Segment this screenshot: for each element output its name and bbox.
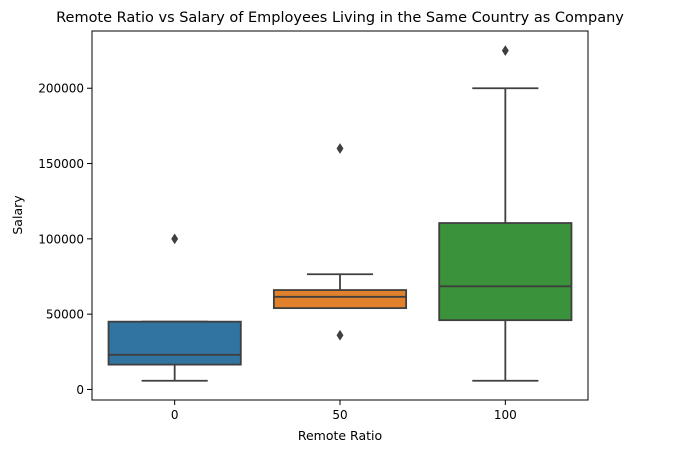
x-tick-label: 50 (332, 408, 347, 422)
y-tick-label: 50000 (46, 308, 84, 322)
y-tick-label: 100000 (38, 232, 84, 246)
outlier-point (336, 329, 344, 341)
plot-area (107, 45, 573, 382)
x-axis-label: Remote Ratio (298, 428, 382, 443)
x-tick-label: 0 (171, 408, 179, 422)
y-tick-label: 0 (76, 383, 84, 397)
iqr-box (107, 320, 242, 366)
outlier-point (501, 45, 509, 57)
y-axis-label: Salary (10, 195, 25, 235)
x-tick-label: 100 (494, 408, 517, 422)
iqr-box (272, 289, 408, 310)
y-axis: 0 50000 100000 150000 200000 (38, 82, 92, 397)
y-tick-label: 150000 (38, 157, 84, 171)
box-50 (272, 143, 408, 341)
outlier-point (171, 233, 179, 245)
box-0 (107, 233, 242, 382)
outlier-point (336, 143, 344, 154)
box-100 (438, 45, 573, 382)
x-axis: 0 50 100 (171, 400, 517, 422)
y-tick-label: 200000 (38, 82, 84, 96)
iqr-box (438, 222, 573, 322)
chart-title: Remote Ratio vs Salary of Employees Livi… (56, 10, 624, 26)
